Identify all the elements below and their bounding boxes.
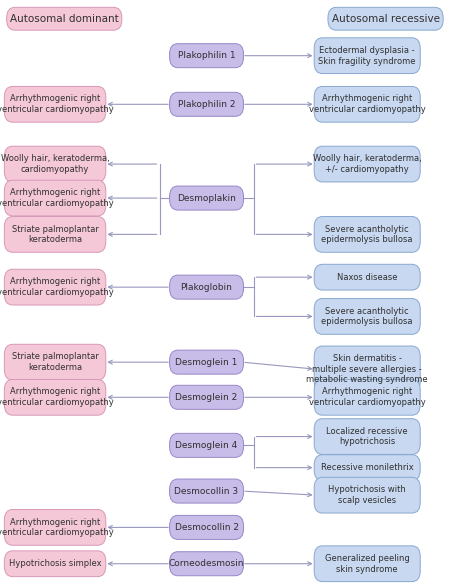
FancyBboxPatch shape xyxy=(5,86,106,122)
Text: Autosomal recessive: Autosomal recessive xyxy=(331,13,440,24)
Text: Hypotrichosis simplex: Hypotrichosis simplex xyxy=(9,559,101,568)
FancyBboxPatch shape xyxy=(314,299,420,334)
Text: Severe acantholytic
epidermolysis bullosa: Severe acantholytic epidermolysis bullos… xyxy=(321,224,413,244)
FancyBboxPatch shape xyxy=(5,146,106,182)
Text: Desmoglein 2: Desmoglein 2 xyxy=(175,393,238,402)
Text: Arrhythmogenic right
ventricular cardiomyopathy: Arrhythmogenic right ventricular cardiom… xyxy=(0,277,113,297)
Text: Skin dermatitis -
multiple severe allergies -
metabolic wasting syndrome: Skin dermatitis - multiple severe allerg… xyxy=(307,354,428,384)
FancyBboxPatch shape xyxy=(170,350,243,374)
FancyBboxPatch shape xyxy=(170,434,243,457)
Text: Desmoglein 4: Desmoglein 4 xyxy=(175,441,238,450)
Text: Hypotrichosis with
scalp vesicles: Hypotrichosis with scalp vesicles xyxy=(328,485,406,505)
Text: Plakophilin 1: Plakophilin 1 xyxy=(178,51,235,60)
FancyBboxPatch shape xyxy=(170,479,243,503)
FancyBboxPatch shape xyxy=(5,509,106,545)
FancyBboxPatch shape xyxy=(314,546,420,581)
Text: Recessive monilethrix: Recessive monilethrix xyxy=(321,463,414,472)
FancyBboxPatch shape xyxy=(5,380,106,415)
Text: Striate palmoplantar
keratoderma: Striate palmoplantar keratoderma xyxy=(11,224,99,244)
Text: Localized recessive
hypotrichosis: Localized recessive hypotrichosis xyxy=(326,427,408,447)
Text: Arrhythmogenic right
ventricular cardiomyopathy: Arrhythmogenic right ventricular cardiom… xyxy=(0,188,113,208)
FancyBboxPatch shape xyxy=(5,551,106,577)
FancyBboxPatch shape xyxy=(314,216,420,252)
FancyBboxPatch shape xyxy=(314,38,420,74)
Text: Ectodermal dysplasia -
Skin fragility syndrome: Ectodermal dysplasia - Skin fragility sy… xyxy=(319,46,416,66)
FancyBboxPatch shape xyxy=(170,275,243,299)
Text: Woolly hair, keratoderma,
+/- cardiomyopathy: Woolly hair, keratoderma, +/- cardiomyop… xyxy=(313,154,421,174)
Text: Woolly hair, keratoderma,
cardiomyopathy: Woolly hair, keratoderma, cardiomyopathy xyxy=(1,154,109,174)
Text: Arrhythmogenic right
ventricular cardiomyopathy: Arrhythmogenic right ventricular cardiom… xyxy=(309,94,425,114)
FancyBboxPatch shape xyxy=(5,345,106,380)
Text: Desmoplakin: Desmoplakin xyxy=(177,193,236,203)
FancyBboxPatch shape xyxy=(314,418,420,455)
FancyBboxPatch shape xyxy=(170,516,243,539)
FancyBboxPatch shape xyxy=(7,7,122,30)
FancyBboxPatch shape xyxy=(170,552,243,575)
Text: Severe acantholytic
epidermolysis bullosa: Severe acantholytic epidermolysis bullos… xyxy=(321,306,413,326)
FancyBboxPatch shape xyxy=(314,346,420,393)
Text: Arrhythmogenic right
ventricular cardiomyopathy: Arrhythmogenic right ventricular cardiom… xyxy=(0,387,113,407)
FancyBboxPatch shape xyxy=(314,477,420,513)
Text: Plakophilin 2: Plakophilin 2 xyxy=(178,100,235,109)
Text: Striate palmoplantar
keratoderma: Striate palmoplantar keratoderma xyxy=(11,352,99,372)
FancyBboxPatch shape xyxy=(5,216,106,252)
FancyBboxPatch shape xyxy=(5,180,106,216)
FancyBboxPatch shape xyxy=(314,146,420,182)
Text: Arrhythmogenic right
ventricular cardiomyopathy: Arrhythmogenic right ventricular cardiom… xyxy=(0,94,113,114)
Text: Autosomal dominant: Autosomal dominant xyxy=(10,13,118,24)
FancyBboxPatch shape xyxy=(314,455,420,481)
FancyBboxPatch shape xyxy=(314,264,420,290)
Text: Corneodesmosin: Corneodesmosin xyxy=(169,559,244,568)
FancyBboxPatch shape xyxy=(314,86,420,122)
Text: Desmocollin 2: Desmocollin 2 xyxy=(174,523,239,532)
FancyBboxPatch shape xyxy=(170,186,243,210)
Text: Plakoglobin: Plakoglobin xyxy=(180,282,233,292)
FancyBboxPatch shape xyxy=(328,7,443,30)
Text: Desmoglein 1: Desmoglein 1 xyxy=(175,357,238,367)
Text: Desmocollin 3: Desmocollin 3 xyxy=(174,486,239,496)
FancyBboxPatch shape xyxy=(314,380,420,415)
Text: Generalized peeling
skin syndrome: Generalized peeling skin syndrome xyxy=(325,554,409,574)
FancyBboxPatch shape xyxy=(170,43,243,67)
Text: Naxos disease: Naxos disease xyxy=(337,272,397,282)
Text: Arrhythmogenic right
ventricular cardiomyopathy: Arrhythmogenic right ventricular cardiom… xyxy=(0,517,113,537)
FancyBboxPatch shape xyxy=(5,270,106,305)
FancyBboxPatch shape xyxy=(170,386,243,409)
FancyBboxPatch shape xyxy=(170,92,243,116)
Text: Arrhythmogenic right
ventricular cardiomyopathy: Arrhythmogenic right ventricular cardiom… xyxy=(309,387,425,407)
